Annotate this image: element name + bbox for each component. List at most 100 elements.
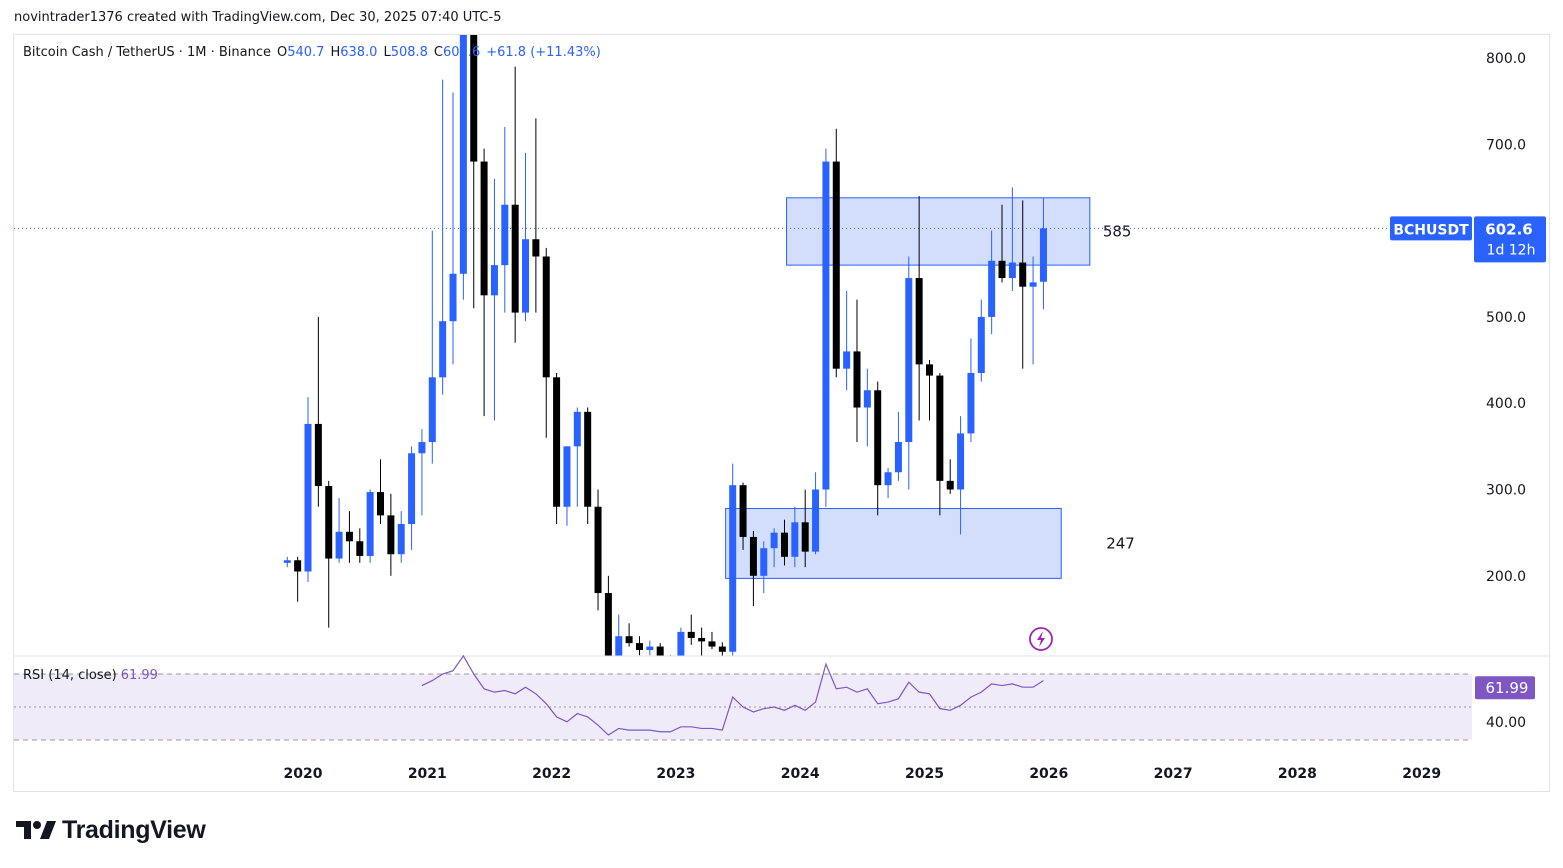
x-tick-label-2026: 2026 <box>1029 766 1068 782</box>
candle-body <box>646 646 654 651</box>
zone-label-247: 247 <box>1106 534 1135 552</box>
x-tick-label-2029: 2029 <box>1402 766 1441 782</box>
tradingview-wordmark: TradingView <box>62 816 206 844</box>
candle-body <box>345 531 353 542</box>
rsi-legend: RSI (14, close) 61.99 <box>23 668 158 683</box>
candle-body <box>770 532 778 549</box>
candle-body <box>667 662 674 665</box>
candle-body <box>1019 262 1027 287</box>
candle-body <box>408 453 416 525</box>
candle-body <box>356 541 364 556</box>
rsi-tag-value: 61.99 <box>1486 679 1529 697</box>
y-tick-label: 500.0 <box>1486 310 1526 326</box>
candle-body <box>563 446 571 507</box>
lightning-icon[interactable] <box>1029 627 1053 651</box>
candle-body <box>874 390 882 486</box>
candle-body <box>304 423 312 572</box>
candle-body <box>625 636 633 644</box>
candle-body <box>780 532 788 557</box>
tradingview-logo-icon <box>16 820 56 839</box>
candle-body <box>573 411 581 447</box>
y-tick-label: 300.0 <box>1486 483 1526 499</box>
y-tick-label: 400.0 <box>1486 396 1526 412</box>
candle-body <box>439 321 447 378</box>
candle-body <box>1008 262 1016 279</box>
candle-body <box>708 641 716 647</box>
candle-body <box>677 631 685 656</box>
candle-body <box>998 260 1006 279</box>
candle-body <box>1029 282 1037 287</box>
price-tag-value: 602.6 <box>1485 220 1532 238</box>
price-tag-bg <box>1474 216 1546 263</box>
x-tick-label-2022: 2022 <box>532 766 571 782</box>
candle-body <box>801 522 809 552</box>
y-tick-label: 200.0 <box>1486 569 1526 585</box>
x-tick-label-2021: 2021 <box>408 766 447 782</box>
low-value: 508.8 <box>390 45 428 60</box>
symbol-title: Bitcoin Cash / TetherUS · 1M · Binance <box>23 45 271 60</box>
symbol-legend: Bitcoin Cash / TetherUS · 1M · Binance O5… <box>23 45 601 60</box>
candle-body <box>542 256 550 378</box>
candle-body <box>915 278 923 365</box>
candle-body <box>894 442 902 473</box>
candles-group <box>283 35 1047 665</box>
candle-body <box>977 316 985 373</box>
rsi-tag-bg <box>1475 676 1535 700</box>
candle-body <box>832 161 840 369</box>
tradingview-logo[interactable]: TradingView <box>16 816 206 845</box>
candle-body <box>863 390 871 408</box>
x-tick-label-2023: 2023 <box>656 766 695 782</box>
candle-body <box>418 442 426 454</box>
candle-body <box>687 631 695 638</box>
candle-body <box>377 492 385 516</box>
ticker-tag-text: BCHUSDT <box>1393 222 1469 238</box>
chart-frame <box>13 34 1550 792</box>
candle-body <box>853 351 861 408</box>
candle-body <box>718 646 726 652</box>
rsi-level-label: 40.00 <box>1486 715 1526 731</box>
candle-body <box>449 273 457 322</box>
ticker-tag-bg <box>1390 216 1472 241</box>
candle-body <box>988 260 996 317</box>
change-value: +61.8 (+11.43%) <box>486 45 601 60</box>
candle-body <box>511 204 519 313</box>
candle-body <box>698 637 706 642</box>
candle-body <box>387 515 395 555</box>
close-label: C <box>433 45 443 60</box>
candle-body <box>459 35 467 274</box>
lightning-icon-bolt <box>1037 631 1045 647</box>
candle-body <box>366 492 374 556</box>
close-value: 602.6 <box>443 45 481 60</box>
candle-body <box>843 351 851 369</box>
price-tag-countdown: 1d 12h <box>1487 242 1536 258</box>
candle-body <box>957 433 965 490</box>
attribution-header: novintrader1376 created with TradingView… <box>14 10 502 25</box>
open-label: O <box>277 45 288 60</box>
candle-body <box>283 560 291 563</box>
candle-body <box>812 489 820 552</box>
rsi-legend-value: 61.99 <box>120 668 158 683</box>
candle-body <box>749 536 757 576</box>
candle-body <box>335 531 343 559</box>
candle-body <box>656 646 664 656</box>
candle-body <box>594 506 602 594</box>
candle-body <box>314 423 322 487</box>
open-value: 540.7 <box>287 45 325 60</box>
x-tick-label-2024: 2024 <box>781 766 820 782</box>
candle-body <box>584 411 592 507</box>
x-tick-label-2020: 2020 <box>284 766 323 782</box>
high-value: 638.0 <box>340 45 378 60</box>
candle-body <box>294 560 302 572</box>
candle-body <box>884 472 892 486</box>
low-label: L <box>383 45 391 60</box>
candle-body <box>729 485 737 652</box>
candle-body <box>615 636 623 656</box>
candle-body <box>936 375 944 481</box>
candle-body <box>1039 228 1047 282</box>
candle-body <box>397 524 405 555</box>
rsi-label: RSI (14, close) <box>23 668 117 683</box>
y-tick-label: 800.0 <box>1486 51 1526 67</box>
candle-body <box>553 377 561 507</box>
candle-body <box>967 372 975 434</box>
